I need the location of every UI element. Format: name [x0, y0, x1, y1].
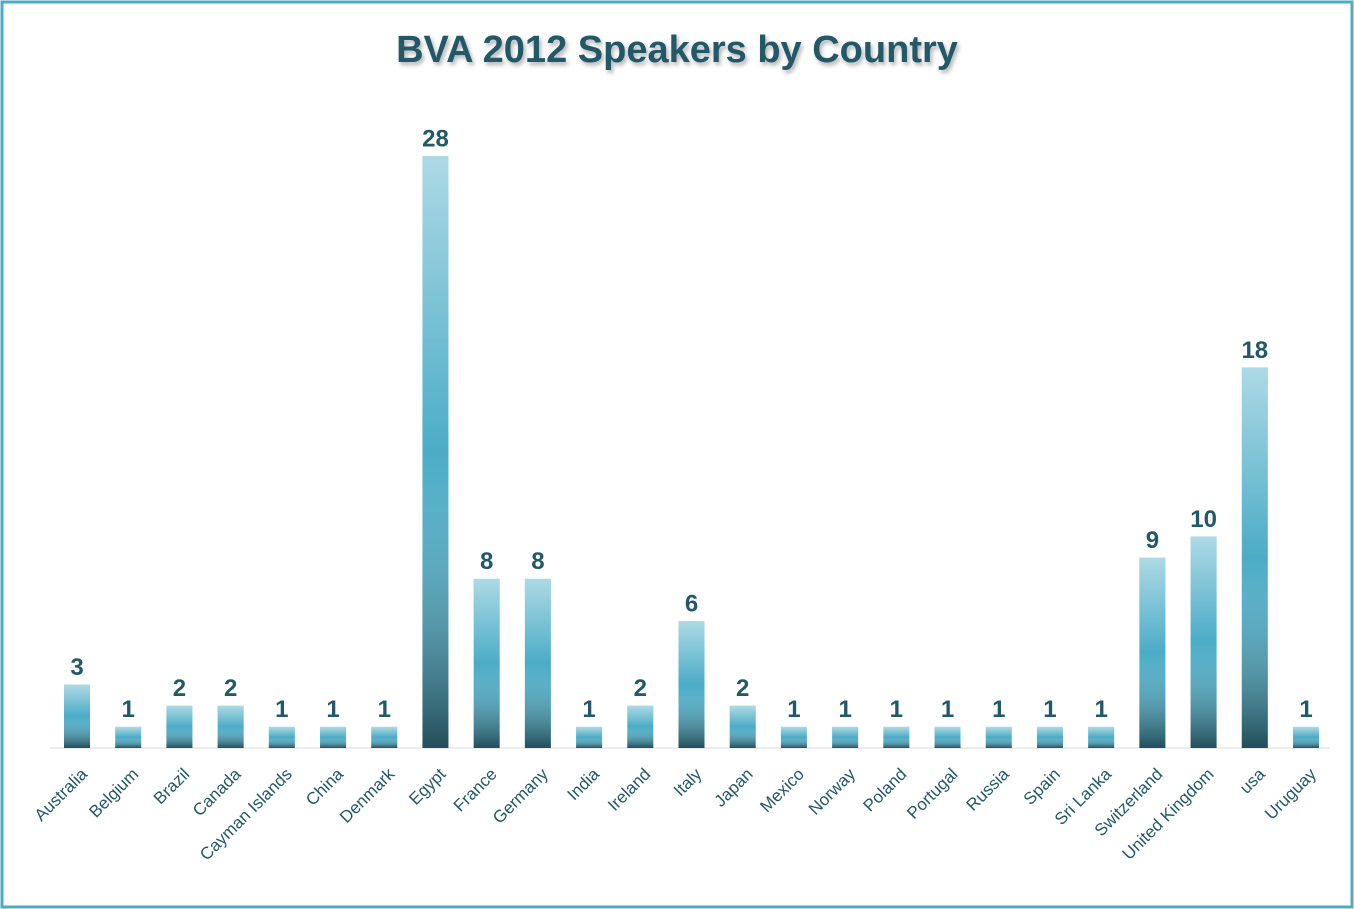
- bar-shade: [985, 726, 1012, 748]
- bar-shade: [780, 726, 807, 748]
- bar-group: [1241, 367, 1268, 748]
- bar-group: [729, 705, 756, 748]
- bar-shade: [1036, 726, 1063, 748]
- bar-shade: [934, 726, 961, 748]
- bar-shade: [832, 726, 859, 748]
- bar-shade: [64, 684, 90, 748]
- bar-shade: [1190, 536, 1217, 748]
- bar-group: [576, 726, 603, 748]
- bar-group: [780, 726, 807, 748]
- data-label: 1: [787, 696, 800, 723]
- data-label: 1: [326, 696, 339, 723]
- bar-shade: [729, 705, 756, 748]
- bar-group: [678, 621, 705, 748]
- data-label: 1: [992, 696, 1005, 723]
- bar-shade: [166, 705, 193, 748]
- bar-shade: [678, 621, 705, 748]
- bar-shade: [268, 726, 295, 748]
- bar-group: [166, 705, 193, 748]
- bar-group: [268, 726, 295, 748]
- bar-shade: [320, 726, 347, 748]
- bar-group: [64, 684, 90, 748]
- bar-group: [832, 726, 859, 748]
- bar-shade: [1293, 726, 1319, 748]
- bar-group: [422, 156, 449, 748]
- data-label: 9: [1146, 527, 1159, 554]
- bar-group: [524, 578, 551, 748]
- data-label: 2: [224, 675, 237, 702]
- bar-group: [217, 705, 244, 748]
- data-label: 6: [685, 590, 698, 617]
- bar-shade: [1241, 367, 1268, 748]
- bar-group: [985, 726, 1012, 748]
- data-label: 1: [1299, 696, 1312, 723]
- data-label: 1: [275, 696, 288, 723]
- bar-group: [1088, 726, 1115, 748]
- bar-group: [934, 726, 961, 748]
- bar-group: [320, 726, 347, 748]
- chart-title: BVA 2012 Speakers by Country: [396, 29, 958, 71]
- bar-shade: [524, 578, 551, 748]
- data-label: 1: [838, 696, 851, 723]
- bar-group: [627, 705, 654, 748]
- data-label: 2: [634, 675, 647, 702]
- bar-shade: [473, 578, 500, 748]
- bar-shade: [371, 726, 398, 748]
- bar-shade: [883, 726, 910, 748]
- data-label: 3: [70, 654, 83, 681]
- data-label: 1: [378, 696, 391, 723]
- bar-group: [371, 726, 398, 748]
- bar-group: [1139, 557, 1166, 748]
- data-label: 2: [173, 675, 186, 702]
- data-label: 28: [422, 125, 449, 152]
- data-label: 1: [1094, 696, 1107, 723]
- data-label: 8: [480, 548, 493, 575]
- bar-shade: [1139, 557, 1166, 748]
- data-label: 10: [1190, 506, 1217, 533]
- bar-shade: [422, 156, 449, 748]
- bar-group: [473, 578, 500, 748]
- bar-group: [115, 726, 142, 748]
- bar-shade: [115, 726, 142, 748]
- bar-group: [1036, 726, 1063, 748]
- bar-shade: [217, 705, 244, 748]
- bar-shade: [627, 705, 654, 748]
- data-label: 1: [1043, 696, 1056, 723]
- data-label: 1: [582, 696, 595, 723]
- data-label: 1: [122, 696, 135, 723]
- bar-group: [883, 726, 910, 748]
- bar-shade: [576, 726, 603, 748]
- bar-shade: [1088, 726, 1115, 748]
- data-label: 1: [941, 696, 954, 723]
- data-label: 8: [531, 548, 544, 575]
- data-label: 2: [736, 675, 749, 702]
- bar-group: [1190, 536, 1217, 748]
- data-label: 18: [1241, 337, 1268, 364]
- bar-group: [1293, 726, 1319, 748]
- data-label: 1: [890, 696, 903, 723]
